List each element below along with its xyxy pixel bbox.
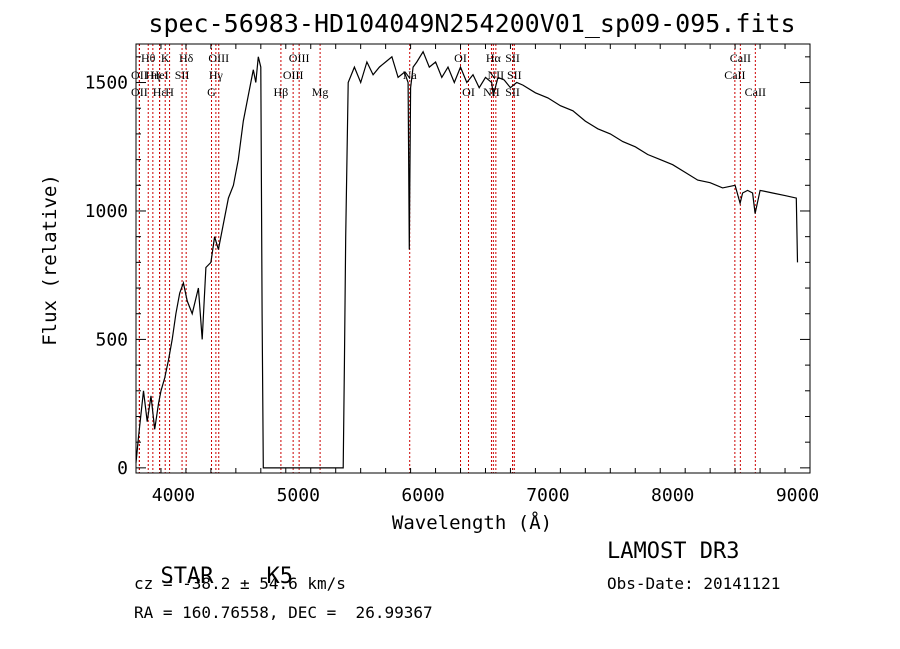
- object-class: STAR K5: [134, 539, 293, 589]
- y-tick-label: 0: [117, 458, 128, 479]
- line-label: CaII: [724, 68, 745, 82]
- line-label: Hβ: [274, 85, 289, 99]
- x-tick-label: 8000: [651, 485, 694, 506]
- line-label: G: [207, 85, 216, 99]
- survey-label: LAMOST DR3: [607, 539, 740, 564]
- x-tick-label: 6000: [401, 485, 444, 506]
- line-label: Hθ: [141, 51, 156, 65]
- line-label: SII: [505, 85, 520, 99]
- y-tick-label: 1000: [85, 201, 128, 222]
- line-label: OIII: [208, 51, 229, 65]
- line-label: SII: [175, 68, 190, 82]
- line-label: NII: [483, 85, 500, 99]
- y-axis-label: Flux (relative): [39, 174, 61, 346]
- line-label: Na: [403, 68, 418, 82]
- line-label: CaII: [730, 51, 751, 65]
- line-label: OIII: [289, 51, 310, 65]
- line-label: Hγ: [209, 68, 224, 82]
- line-label: H: [165, 85, 174, 99]
- line-label: SII: [505, 51, 520, 65]
- x-tick-label: 5000: [277, 485, 320, 506]
- plot-area: 4000 5000 6000 7000 8000 9000 0 500 1000 1500 Hθ OI…: [85, 43, 819, 506]
- x-tick-label: 9000: [776, 485, 819, 506]
- line-label: SII: [507, 68, 522, 82]
- line-label: HeI: [151, 68, 169, 82]
- line-label: OI: [462, 85, 475, 99]
- coordinates-text: RA = 160.76558, DEC = 26.99367: [134, 603, 433, 622]
- y-tick-label: 500: [95, 329, 128, 350]
- line-label: K: [161, 51, 170, 65]
- y-tick-label: 1500: [85, 73, 128, 94]
- x-axis-label: Wavelength (Å): [392, 511, 552, 534]
- line-label: Hε: [153, 85, 167, 99]
- spectrum-line: [135, 50, 799, 469]
- line-label: Mg: [312, 85, 329, 99]
- axes-frame: [135, 43, 811, 474]
- line-label: NII: [488, 68, 505, 82]
- redshift-text: cz = -38.2 ± 54.6 km/s: [134, 574, 346, 593]
- obs-date-text: Obs-Date: 20141121: [607, 574, 781, 593]
- line-label: Hη: [145, 68, 160, 82]
- x-tick-label: 4000: [152, 485, 195, 506]
- line-label: Hδ: [179, 51, 194, 65]
- line-label: OI: [454, 51, 467, 65]
- subclass-label: K5: [266, 564, 293, 589]
- line-label: OII: [131, 85, 148, 99]
- x-tick-label: 7000: [526, 485, 569, 506]
- line-label: OII: [131, 68, 148, 82]
- line-label: Hα: [486, 51, 502, 65]
- chart-title: spec-56983-HD104049N254200V01_sp09-095.f…: [148, 9, 795, 38]
- line-label: OIII: [283, 68, 304, 82]
- line-label: CaII: [745, 85, 766, 99]
- class-label: STAR: [160, 564, 214, 589]
